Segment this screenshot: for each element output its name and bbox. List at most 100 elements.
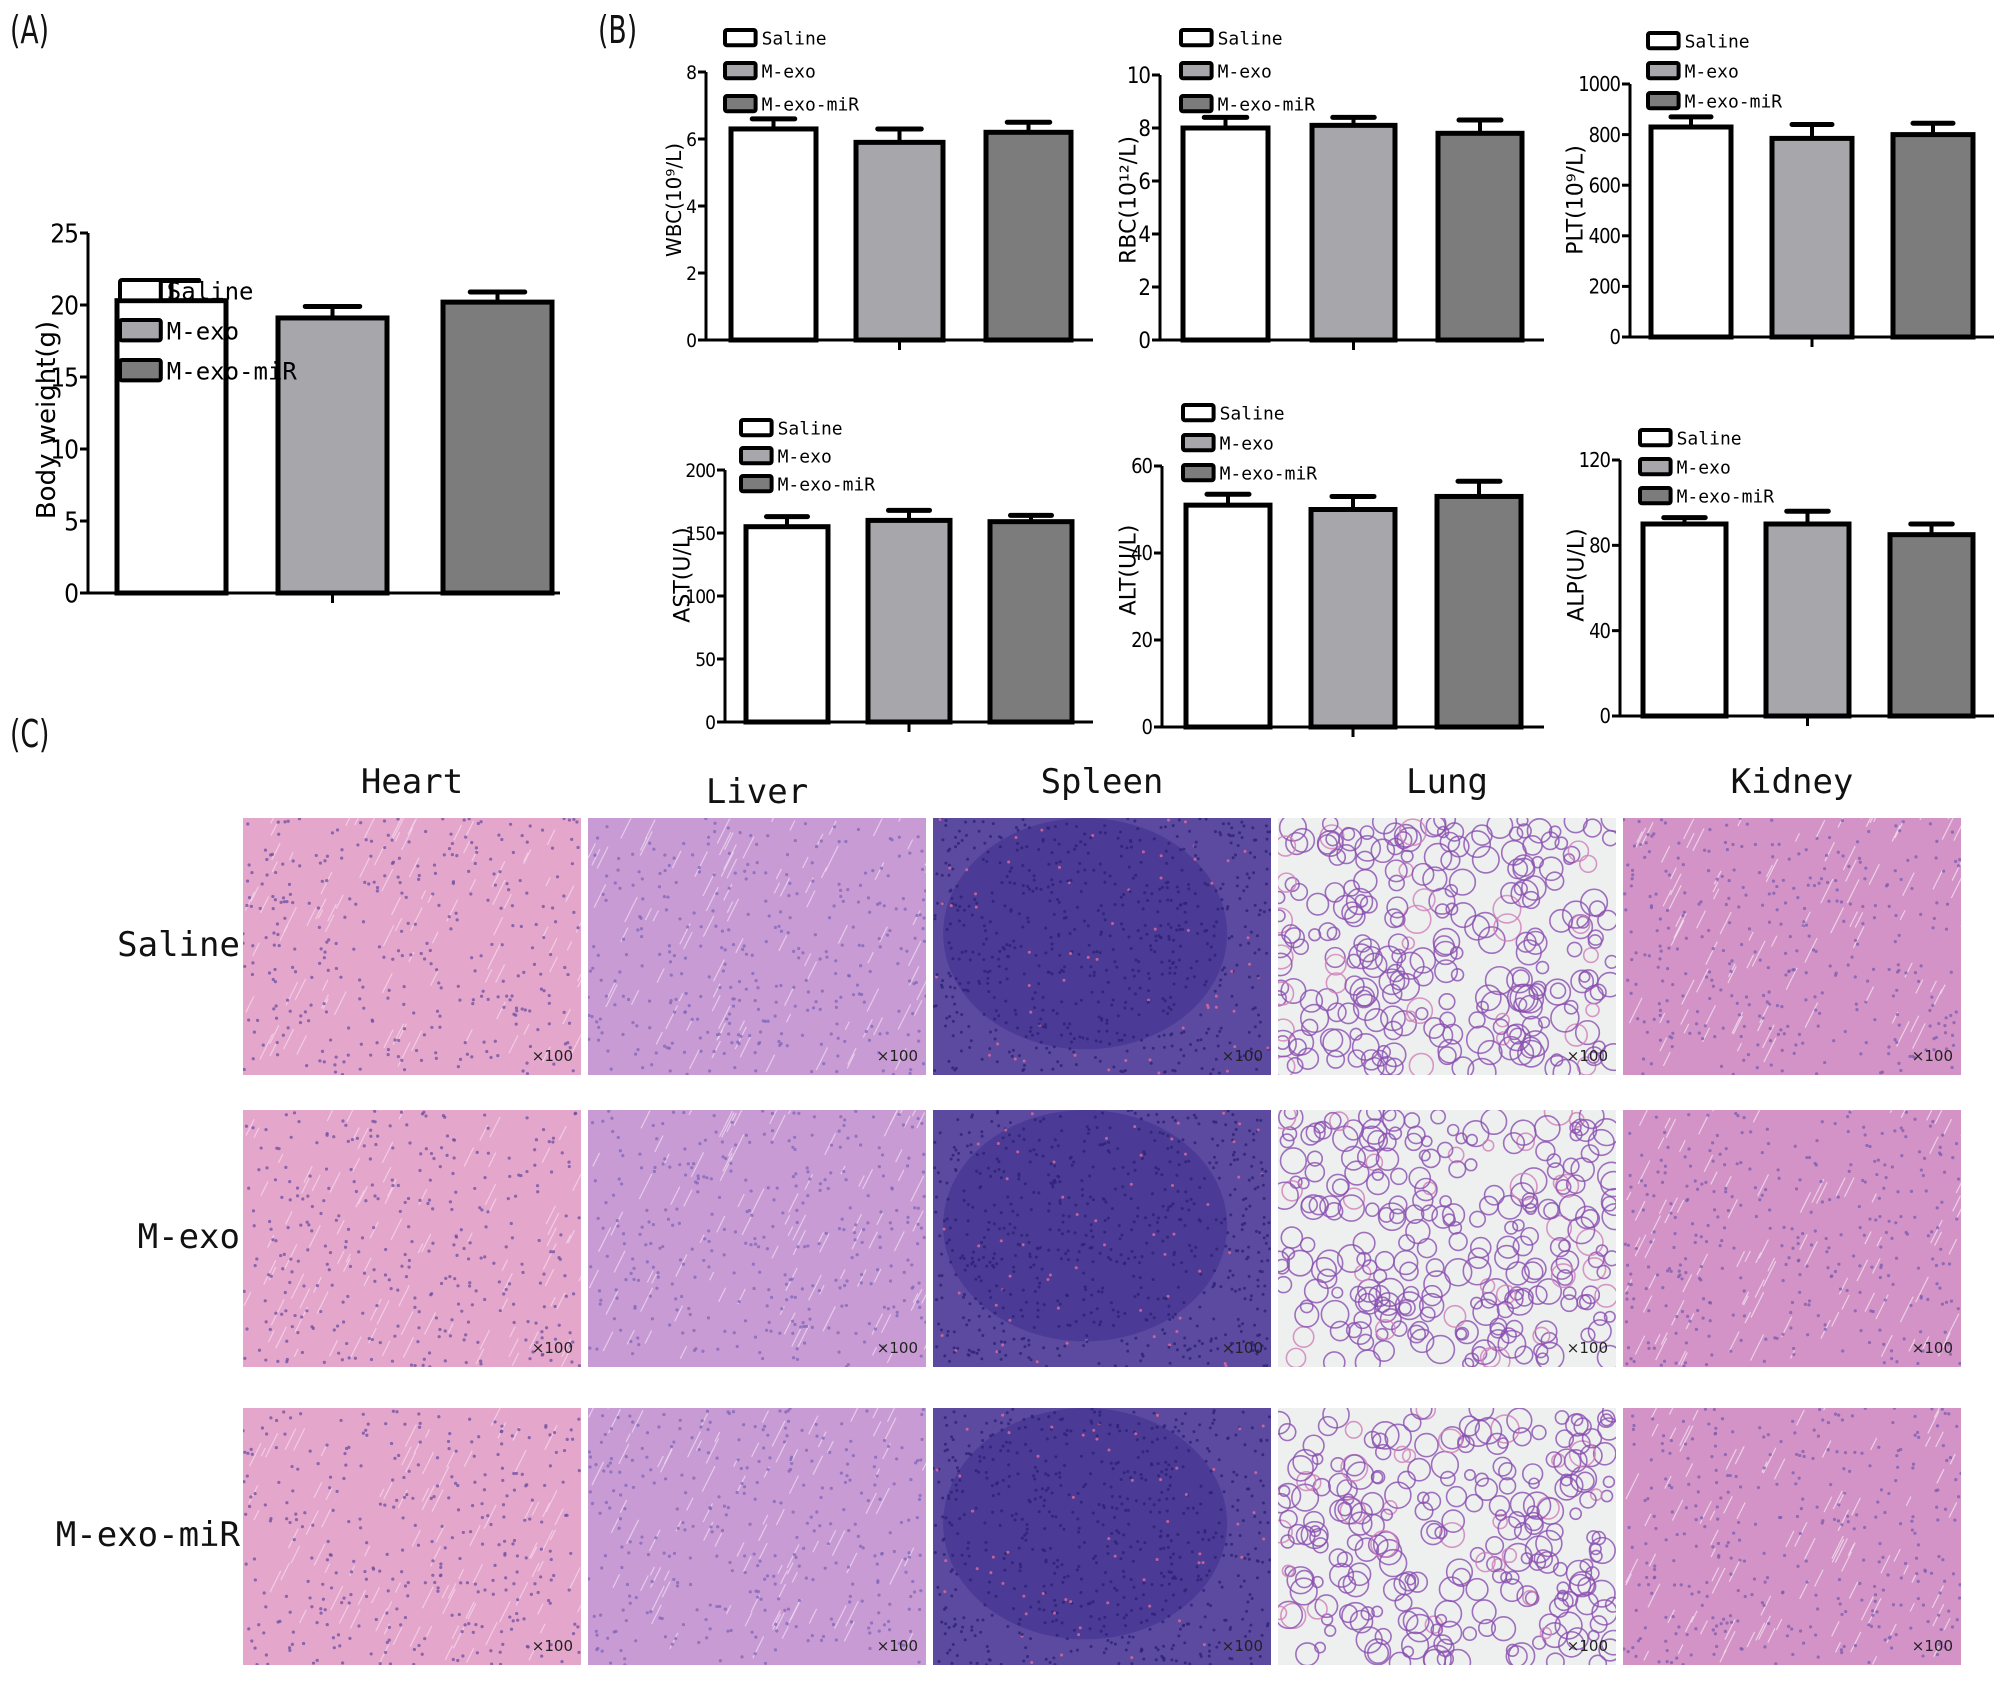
svg-text:400: 400 (1589, 224, 1621, 248)
chart-plt: 0 200 400 600 800 1000 PLT(10⁹/L) Saline M-exo M-… (1560, 0, 2001, 370)
legend-item-m-exo: M-exo (1220, 434, 1274, 455)
chart-alt: 0 20 40 60 ALT(U/L) Saline M-exo M-exo-miR (1110, 380, 1560, 740)
bar-m-exo (865, 517, 953, 725)
histology-image-lung-m-exo-mir: ×100 (1278, 1408, 1616, 1665)
legend-item-m-exo: M-exo (1685, 62, 1739, 83)
svg-text:1000: 1000 (1578, 72, 1620, 96)
svg-text:5: 5 (64, 507, 78, 537)
histology-image-liver-m-exo-mir: ×100 (588, 1408, 926, 1665)
legend-item-m-exo-mir: M-exo-miR (1220, 464, 1318, 485)
histology-image-lung-m-exo: ×100 (1278, 1110, 1616, 1367)
column-header-heart: Heart (360, 762, 464, 802)
y-axis-label: ALP(U/L) (1565, 528, 1590, 622)
legend-item-m-exo: M-exo (762, 62, 816, 83)
svg-text:120: 120 (1579, 448, 1611, 472)
row-header-m-exo-mir: M-exo-miR (55, 1514, 240, 1555)
bar-saline (743, 524, 831, 725)
svg-text:150: 150 (685, 523, 715, 545)
chart-body-weight: 0 5 10 15 20 25 Body weight(g) Saline M-exo M-exo… (0, 120, 600, 620)
magnification-label: ×100 (531, 1339, 573, 1357)
magnification-label: ×100 (1911, 1047, 1953, 1065)
legend-item-m-exo-mir: M-exo-miR (778, 475, 876, 496)
legend-item-saline: Saline (1220, 404, 1285, 425)
svg-text:80: 80 (1589, 534, 1610, 558)
y-axis-label: PLT(10⁹/L) (1564, 145, 1589, 255)
histology-image-kidney-saline: ×100 (1623, 818, 1961, 1075)
svg-text:20: 20 (1131, 628, 1152, 652)
magnification-label: ×100 (1221, 1637, 1263, 1655)
bar-m-exo (1763, 521, 1852, 719)
bar-m-exo (853, 139, 946, 343)
column-header-lung: Lung (1406, 762, 1488, 802)
legend-item-m-exo-mir: M-exo-miR (1677, 487, 1775, 508)
chart-ast: 0 50 100 150 200 AST(U/L) Saline M-exo M-exo-miR (620, 380, 1120, 740)
svg-text:600: 600 (1589, 173, 1621, 197)
legend-item-m-exo: M-exo (1677, 458, 1731, 479)
magnification-label: ×100 (1566, 1339, 1608, 1357)
bar-m-exo-mir (1890, 132, 1976, 340)
svg-text:60: 60 (1131, 454, 1152, 478)
histology-image-spleen-m-exo: ×100 (933, 1110, 1271, 1367)
bar-saline (1640, 521, 1729, 719)
legend-item-saline: Saline (1677, 429, 1742, 450)
svg-text:0: 0 (1600, 704, 1611, 728)
column-header-liver: Liver (705, 772, 809, 812)
legend-item-saline: Saline (762, 29, 827, 50)
svg-text:0: 0 (1142, 715, 1153, 739)
panel-label-c: (C) (10, 712, 50, 756)
svg-text:40: 40 (1131, 541, 1152, 565)
svg-text:0: 0 (705, 712, 715, 734)
legend-item-m-exo: M-exo (778, 447, 832, 468)
chart-alp: 0 40 80 120 ALP(U/L) Saline M-exo M-exo-miR (1560, 380, 2001, 740)
bar-saline (114, 298, 229, 596)
svg-text:0: 0 (1610, 325, 1621, 349)
bar-m-exo-mir (1887, 532, 1976, 719)
svg-text:50: 50 (695, 649, 715, 671)
histology-image-heart-saline: ×100 (243, 818, 581, 1075)
svg-text:200: 200 (1589, 275, 1621, 299)
y-axis-label: WBC(10⁹/L) (662, 143, 686, 257)
legend-item-saline: Saline (1218, 29, 1283, 50)
legend-item-m-exo-mir: M-exo-miR (1218, 95, 1316, 116)
bar-m-exo-mir (440, 299, 555, 596)
row-header-m-exo: M-exo (137, 1216, 240, 1257)
row-header-saline: Saline (117, 924, 240, 965)
svg-text:4: 4 (686, 196, 696, 218)
magnification-label: ×100 (531, 1637, 573, 1655)
svg-text:100: 100 (685, 586, 715, 608)
magnification-label: ×100 (1911, 1637, 1953, 1655)
magnification-label: ×100 (1566, 1637, 1608, 1655)
svg-text:0: 0 (686, 330, 696, 352)
bar-m-exo (1769, 135, 1855, 340)
magnification-label: ×100 (1566, 1047, 1608, 1065)
legend-item-m-exo-mir: M-exo-miR (762, 95, 860, 116)
svg-text:0: 0 (1138, 329, 1150, 354)
bar-m-exo-mir (1434, 493, 1524, 730)
magnification-label: ×100 (876, 1637, 918, 1655)
histology-image-heart-m-exo: ×100 (243, 1110, 581, 1367)
histology-grid: Heart Liver Spleen Lung Kidney Saline M-exo M-… (0, 760, 2001, 1685)
legend-item-saline: Saline (1685, 32, 1750, 53)
svg-text:6: 6 (1138, 170, 1150, 195)
svg-text:10: 10 (50, 435, 78, 465)
histology-image-kidney-m-exo: ×100 (1623, 1110, 1961, 1367)
svg-text:25: 25 (50, 219, 78, 249)
legend-item-m-exo: M-exo (167, 317, 239, 345)
svg-text:800: 800 (1589, 123, 1621, 147)
bar-m-exo-mir (983, 129, 1074, 343)
bar-saline (728, 126, 819, 343)
column-header-spleen: Spleen (1040, 762, 1164, 802)
svg-text:2: 2 (686, 263, 696, 285)
legend-item-m-exo-mir: M-exo-miR (1685, 92, 1783, 113)
magnification-label: ×100 (876, 1047, 918, 1065)
histology-image-heart-m-exo-mir: ×100 (243, 1408, 581, 1665)
legend-item-m-exo-mir: M-exo-miR (167, 357, 298, 385)
svg-text:20: 20 (50, 291, 78, 321)
magnification-label: ×100 (1221, 1047, 1263, 1065)
bar-m-exo (1308, 507, 1398, 730)
svg-text:0: 0 (64, 579, 78, 609)
magnification-label: ×100 (1911, 1339, 1953, 1357)
magnification-label: ×100 (1221, 1339, 1263, 1357)
magnification-label: ×100 (531, 1047, 573, 1065)
y-axis-label: Body weight(g) (32, 321, 62, 519)
